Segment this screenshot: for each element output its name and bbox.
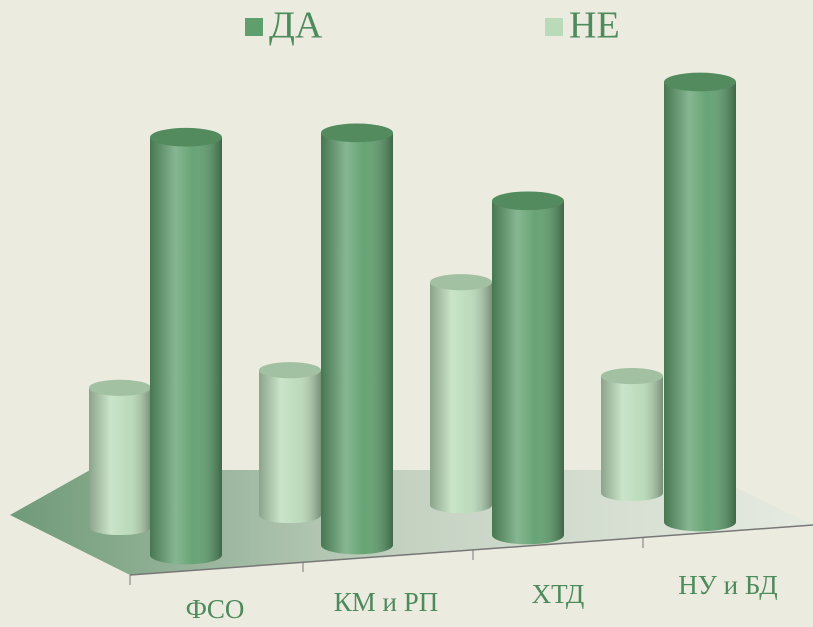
cylinder-top-shade <box>601 367 663 385</box>
cylinder-top-shade <box>150 127 222 147</box>
cylinder <box>664 72 736 532</box>
cylinder <box>601 367 663 502</box>
cylinder-body-shade <box>321 132 393 546</box>
cylinder-body-shade <box>664 82 736 522</box>
cylinder <box>430 274 492 514</box>
cylinder-top <box>321 123 393 143</box>
cylinder-body-shade <box>259 370 321 515</box>
cylinder <box>492 191 564 545</box>
x-ticks <box>129 538 644 585</box>
cylinder-top-shade <box>89 379 151 396</box>
legend-swatch <box>245 18 263 36</box>
cylinder-top-shade <box>492 191 564 211</box>
cylinder-top <box>492 191 564 211</box>
cylinder-top <box>89 379 151 396</box>
cylinder-body-shade <box>430 282 492 505</box>
cylinder-top <box>150 127 222 147</box>
cylinder-top <box>430 274 492 291</box>
cylinder-body-shade <box>492 200 564 535</box>
legend-swatch <box>545 18 563 36</box>
cylinder-top-shade <box>259 362 321 379</box>
cylinder-top <box>259 362 321 379</box>
cylinder <box>150 127 222 565</box>
cylinder-top-shade <box>321 123 393 143</box>
cylinder-body-shade <box>601 376 663 493</box>
cylinder-top <box>601 367 663 385</box>
cylinder <box>321 123 393 555</box>
legend-label: НЕ <box>569 5 620 47</box>
cylinder-body-shade <box>150 137 222 555</box>
cylinder <box>259 362 321 524</box>
legend-label: ДА <box>269 5 323 47</box>
x-tick-label: НУ и БД <box>678 570 777 600</box>
x-tick-label: ФСО <box>186 594 245 624</box>
cylinder-top <box>664 72 736 92</box>
cylinder <box>89 379 151 536</box>
x-axis <box>129 524 813 576</box>
x-tick-label: ХТД <box>532 579 585 609</box>
cylinder-top-shade <box>430 274 492 291</box>
cylinder-top-shade <box>664 72 736 92</box>
cylinder-body-shade <box>89 387 151 527</box>
x-tick-label: КМ и РП <box>334 587 438 617</box>
